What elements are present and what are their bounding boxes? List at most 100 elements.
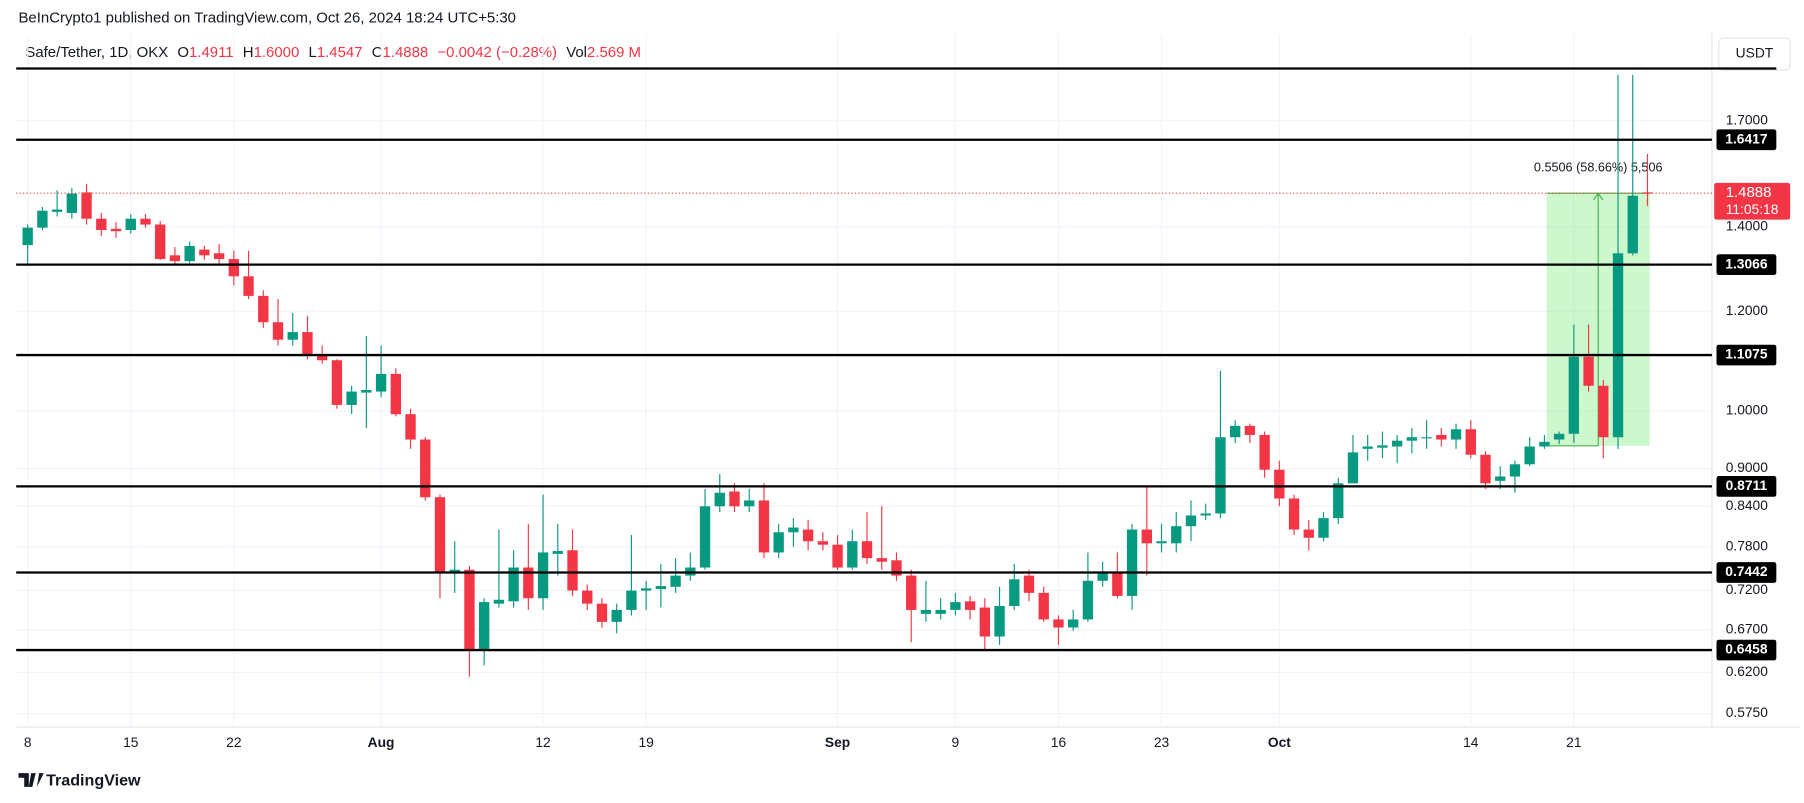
candle-body bbox=[493, 599, 505, 604]
legend-value: 1.6000 bbox=[254, 44, 300, 61]
candle-body bbox=[552, 551, 563, 554]
legend-value: 1.4888 bbox=[383, 44, 429, 61]
currency-label: USDT bbox=[1736, 46, 1774, 61]
y-tick-label: 0.6200 bbox=[1726, 664, 1769, 679]
candle-body bbox=[199, 249, 210, 256]
currency-button[interactable] bbox=[1718, 37, 1791, 71]
candle-body bbox=[317, 354, 328, 361]
candle-body bbox=[1377, 445, 1388, 448]
candle-body bbox=[375, 373, 387, 392]
candle-body bbox=[1141, 529, 1152, 544]
legend-value: 1.4911 bbox=[189, 44, 234, 61]
candle-body bbox=[125, 218, 136, 230]
candle-body bbox=[1362, 446, 1373, 449]
y-tick-label: 0.7200 bbox=[1726, 582, 1769, 597]
candle-body bbox=[729, 491, 740, 507]
candle-body bbox=[66, 193, 78, 213]
candle-body bbox=[773, 532, 784, 553]
x-tick-label: 14 bbox=[1463, 735, 1479, 750]
brand-name: TradingView bbox=[46, 771, 141, 789]
candle-body bbox=[1553, 433, 1565, 440]
candle-body bbox=[1509, 464, 1521, 477]
y-tick-label: 0.5750 bbox=[1726, 705, 1769, 720]
candle-body bbox=[1097, 573, 1108, 581]
y-tick-label: 1.4000 bbox=[1726, 219, 1769, 234]
legend-change: −0.0042 (−0.28%) bbox=[437, 44, 557, 61]
last-price-label: 1.4888 bbox=[1726, 184, 1772, 201]
candle-body bbox=[287, 332, 298, 340]
candle-body bbox=[1126, 529, 1138, 596]
candle-body bbox=[1229, 425, 1241, 438]
level-label: 1.3066 bbox=[1725, 256, 1768, 271]
candle-body bbox=[184, 245, 195, 262]
candle-body bbox=[1288, 498, 1300, 530]
candle-body bbox=[935, 609, 946, 614]
candle-body bbox=[420, 439, 431, 498]
legend: Safe/Tether, 1D, OKX O1.4911 H1.6000 L1.454… bbox=[25, 44, 641, 61]
candle-body bbox=[655, 586, 667, 590]
y-tick-label: 1.0000 bbox=[1726, 403, 1769, 418]
candle-body bbox=[1274, 469, 1285, 499]
candle-body bbox=[140, 218, 151, 225]
candle-body bbox=[699, 506, 711, 568]
measure-label: 0.5506 (58.66%) 5,506 bbox=[1534, 160, 1663, 174]
y-tick-label: 0.9000 bbox=[1726, 460, 1769, 475]
last-price-box bbox=[1714, 182, 1791, 220]
x-tick-label: 23 bbox=[1154, 735, 1170, 750]
candle-body bbox=[523, 567, 534, 599]
y-tick-label: 1.7000 bbox=[1726, 112, 1769, 127]
x-tick-label: Aug bbox=[368, 735, 395, 750]
candle-body bbox=[1023, 575, 1035, 593]
candle-body bbox=[155, 224, 166, 260]
candle-body bbox=[847, 541, 858, 568]
candle-body bbox=[1156, 541, 1167, 544]
candle-body bbox=[788, 527, 799, 533]
candle-body bbox=[228, 259, 240, 277]
level-label-box bbox=[1716, 254, 1777, 275]
candle-body bbox=[1421, 437, 1432, 439]
candle-body bbox=[537, 552, 549, 599]
level-label-box bbox=[1716, 639, 1777, 661]
candle-body bbox=[817, 541, 829, 545]
candle-body bbox=[508, 567, 519, 602]
candle-body bbox=[1612, 253, 1624, 438]
candle-body bbox=[1568, 356, 1580, 434]
candle-body bbox=[714, 492, 725, 507]
x-tick-label: 12 bbox=[535, 735, 550, 750]
candle-body bbox=[1436, 434, 1447, 440]
background bbox=[4, 0, 1800, 803]
candle-body bbox=[110, 228, 122, 232]
candle-body bbox=[1038, 592, 1049, 620]
candle-body bbox=[272, 322, 284, 340]
candle-body bbox=[1391, 440, 1403, 447]
candle-body bbox=[1465, 429, 1476, 455]
candle-body bbox=[1333, 483, 1344, 519]
y-tick-label: 0.8400 bbox=[1726, 498, 1769, 513]
candle-body bbox=[1495, 476, 1506, 481]
candle-body bbox=[1112, 573, 1123, 596]
x-tick-label: 16 bbox=[1051, 735, 1067, 750]
level-label: 0.7442 bbox=[1725, 564, 1768, 579]
candle-body bbox=[1215, 437, 1226, 514]
legend-key: O bbox=[177, 44, 189, 61]
candle-body bbox=[213, 253, 225, 260]
candle-body bbox=[1406, 437, 1418, 441]
candle-body bbox=[1053, 619, 1064, 628]
y-tick-label: 0.7800 bbox=[1726, 538, 1769, 553]
candle-body bbox=[1539, 441, 1550, 447]
candle-body bbox=[346, 391, 357, 405]
candle-body bbox=[802, 529, 814, 542]
candle-body bbox=[832, 544, 843, 568]
candle-body bbox=[1450, 429, 1462, 440]
candle-body bbox=[405, 414, 416, 440]
x-tick-label: 9 bbox=[952, 735, 960, 750]
candle-body bbox=[611, 609, 622, 622]
level-label: 0.8711 bbox=[1726, 478, 1768, 493]
x-tick-label: 21 bbox=[1566, 735, 1581, 750]
candle-body bbox=[464, 569, 475, 651]
candle-body bbox=[670, 575, 681, 587]
candle-body bbox=[243, 276, 254, 296]
y-tick-label: 0.6700 bbox=[1726, 622, 1769, 637]
candle-body bbox=[1480, 454, 1491, 484]
